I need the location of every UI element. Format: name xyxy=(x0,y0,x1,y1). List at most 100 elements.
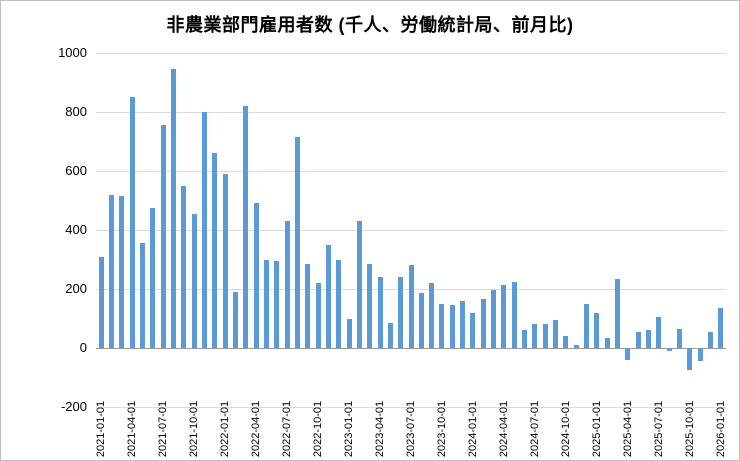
x-tick-label: 2023-01-01 xyxy=(343,400,356,458)
bar-2022-02-01 xyxy=(232,291,238,348)
y-tick-label: -200 xyxy=(60,399,87,414)
x-tick-label: 2022-01-01 xyxy=(219,400,232,458)
gridline xyxy=(96,407,726,408)
bar-2022-10-01 xyxy=(315,283,321,348)
bar-2023-05-01 xyxy=(387,322,393,348)
bar-2024-09-01 xyxy=(553,319,559,348)
bar-2024-03-01 xyxy=(491,290,497,348)
bar-2022-08-01 xyxy=(294,137,300,348)
bar-2022-01-01 xyxy=(222,173,228,348)
bar-2023-07-01 xyxy=(408,265,414,348)
bar-2025-07-01 xyxy=(656,317,662,348)
y-tick-label: 0 xyxy=(79,340,87,355)
bar-2022-05-01 xyxy=(263,259,269,348)
x-tick-label: 2023-04-01 xyxy=(374,400,387,458)
bar-2021-09-01 xyxy=(181,185,187,348)
bar-2022-07-01 xyxy=(284,221,290,348)
y-tick-label: 800 xyxy=(65,104,87,119)
bar-2025-02-01 xyxy=(604,337,610,348)
gridline xyxy=(96,112,726,113)
bar-2023-01-01 xyxy=(346,318,352,348)
y-tick-label: 400 xyxy=(65,222,87,237)
x-tick-label: 2025-07-01 xyxy=(652,400,665,458)
bar-2024-07-01 xyxy=(532,324,538,348)
x-tick-label: 2022-07-01 xyxy=(281,400,294,458)
chart-title: 非農業部門雇用者数 (千人、労働統計局、前月比) xyxy=(166,15,574,35)
bar-2025-11-01 xyxy=(697,348,703,362)
bar-2025-03-01 xyxy=(615,278,621,348)
bar-2025-06-01 xyxy=(646,330,652,348)
y-tick-label: 1000 xyxy=(58,45,87,60)
gridline xyxy=(96,230,726,231)
gridline xyxy=(96,53,726,54)
bar-2023-04-01 xyxy=(377,277,383,348)
bar-2025-12-01 xyxy=(708,331,713,348)
zero-axis-line xyxy=(96,348,726,349)
bar-2024-11-01 xyxy=(573,345,579,348)
bar-2026-01-01 xyxy=(718,308,724,348)
y-tick-label: 600 xyxy=(65,163,87,178)
bar-2023-02-01 xyxy=(356,221,362,348)
gridline xyxy=(96,171,726,172)
bar-2021-06-01 xyxy=(150,207,156,348)
bar-2023-09-01 xyxy=(429,283,435,348)
bar-2024-12-01 xyxy=(584,303,590,348)
bar-2025-05-01 xyxy=(635,331,641,348)
x-tick-label: 2024-10-01 xyxy=(559,400,572,458)
bar-2025-10-01 xyxy=(687,348,693,371)
x-tick-label: 2025-04-01 xyxy=(621,400,634,458)
x-tick-label: 2021-10-01 xyxy=(188,400,201,458)
bar-2024-08-01 xyxy=(542,324,548,348)
bar-2021-02-01 xyxy=(108,194,114,348)
bar-2023-10-01 xyxy=(439,303,445,348)
bar-2022-06-01 xyxy=(274,260,280,348)
y-tick-label: 200 xyxy=(65,281,87,296)
bar-2021-07-01 xyxy=(160,125,166,348)
x-tick-label: 2023-07-01 xyxy=(405,400,417,458)
bar-2024-01-01 xyxy=(470,312,476,348)
plot-area xyxy=(96,53,726,408)
bar-2024-10-01 xyxy=(563,336,569,348)
x-tick-label: 2022-04-01 xyxy=(250,400,263,458)
bar-2025-04-01 xyxy=(625,348,631,360)
y-axis-labels: -200 0 200 400 600 800 1000 xyxy=(1,1,89,460)
bar-2024-06-01 xyxy=(522,330,528,348)
bar-2024-04-01 xyxy=(501,284,507,348)
bar-2025-09-01 xyxy=(677,328,683,348)
bar-2021-11-01 xyxy=(201,112,207,348)
x-tick-label: 2024-04-01 xyxy=(497,400,510,458)
x-tick-label: 2026-01-01 xyxy=(714,400,727,458)
bar-2023-06-01 xyxy=(398,277,404,348)
x-tick-label: 2024-07-01 xyxy=(528,400,541,458)
bar-2025-08-01 xyxy=(666,348,672,351)
bar-2024-05-01 xyxy=(511,281,517,348)
bar-2023-12-01 xyxy=(460,300,466,348)
bar-2022-04-01 xyxy=(253,203,259,348)
bar-2021-03-01 xyxy=(119,196,125,348)
x-tick-label: 2025-01-01 xyxy=(590,400,603,458)
bar-2021-08-01 xyxy=(170,69,176,348)
bar-2025-01-01 xyxy=(594,312,600,348)
bar-2022-03-01 xyxy=(243,106,249,348)
x-tick-label: 2025-10-01 xyxy=(683,400,696,458)
x-tick-label: 2023-10-01 xyxy=(435,400,448,458)
bar-2023-03-01 xyxy=(367,263,373,348)
bar-2022-12-01 xyxy=(336,259,342,348)
bar-2023-08-01 xyxy=(418,293,424,348)
x-tick-label: 2022-10-01 xyxy=(312,400,325,458)
x-tick-label: 2024-01-01 xyxy=(466,400,479,458)
bar-2021-01-01 xyxy=(98,256,104,348)
x-tick-label: 2021-07-01 xyxy=(157,400,170,458)
bar-2023-11-01 xyxy=(449,305,455,348)
bar-2022-09-01 xyxy=(305,263,311,348)
bar-2021-10-01 xyxy=(191,213,197,348)
x-tick-label: 2021-01-01 xyxy=(95,400,108,458)
bar-2022-11-01 xyxy=(325,244,331,348)
x-tick-label: 2021-04-01 xyxy=(126,400,139,458)
bar-2024-02-01 xyxy=(480,299,486,348)
bar-2021-12-01 xyxy=(212,153,218,348)
bar-2021-04-01 xyxy=(129,97,135,348)
bar-2021-05-01 xyxy=(139,243,145,348)
